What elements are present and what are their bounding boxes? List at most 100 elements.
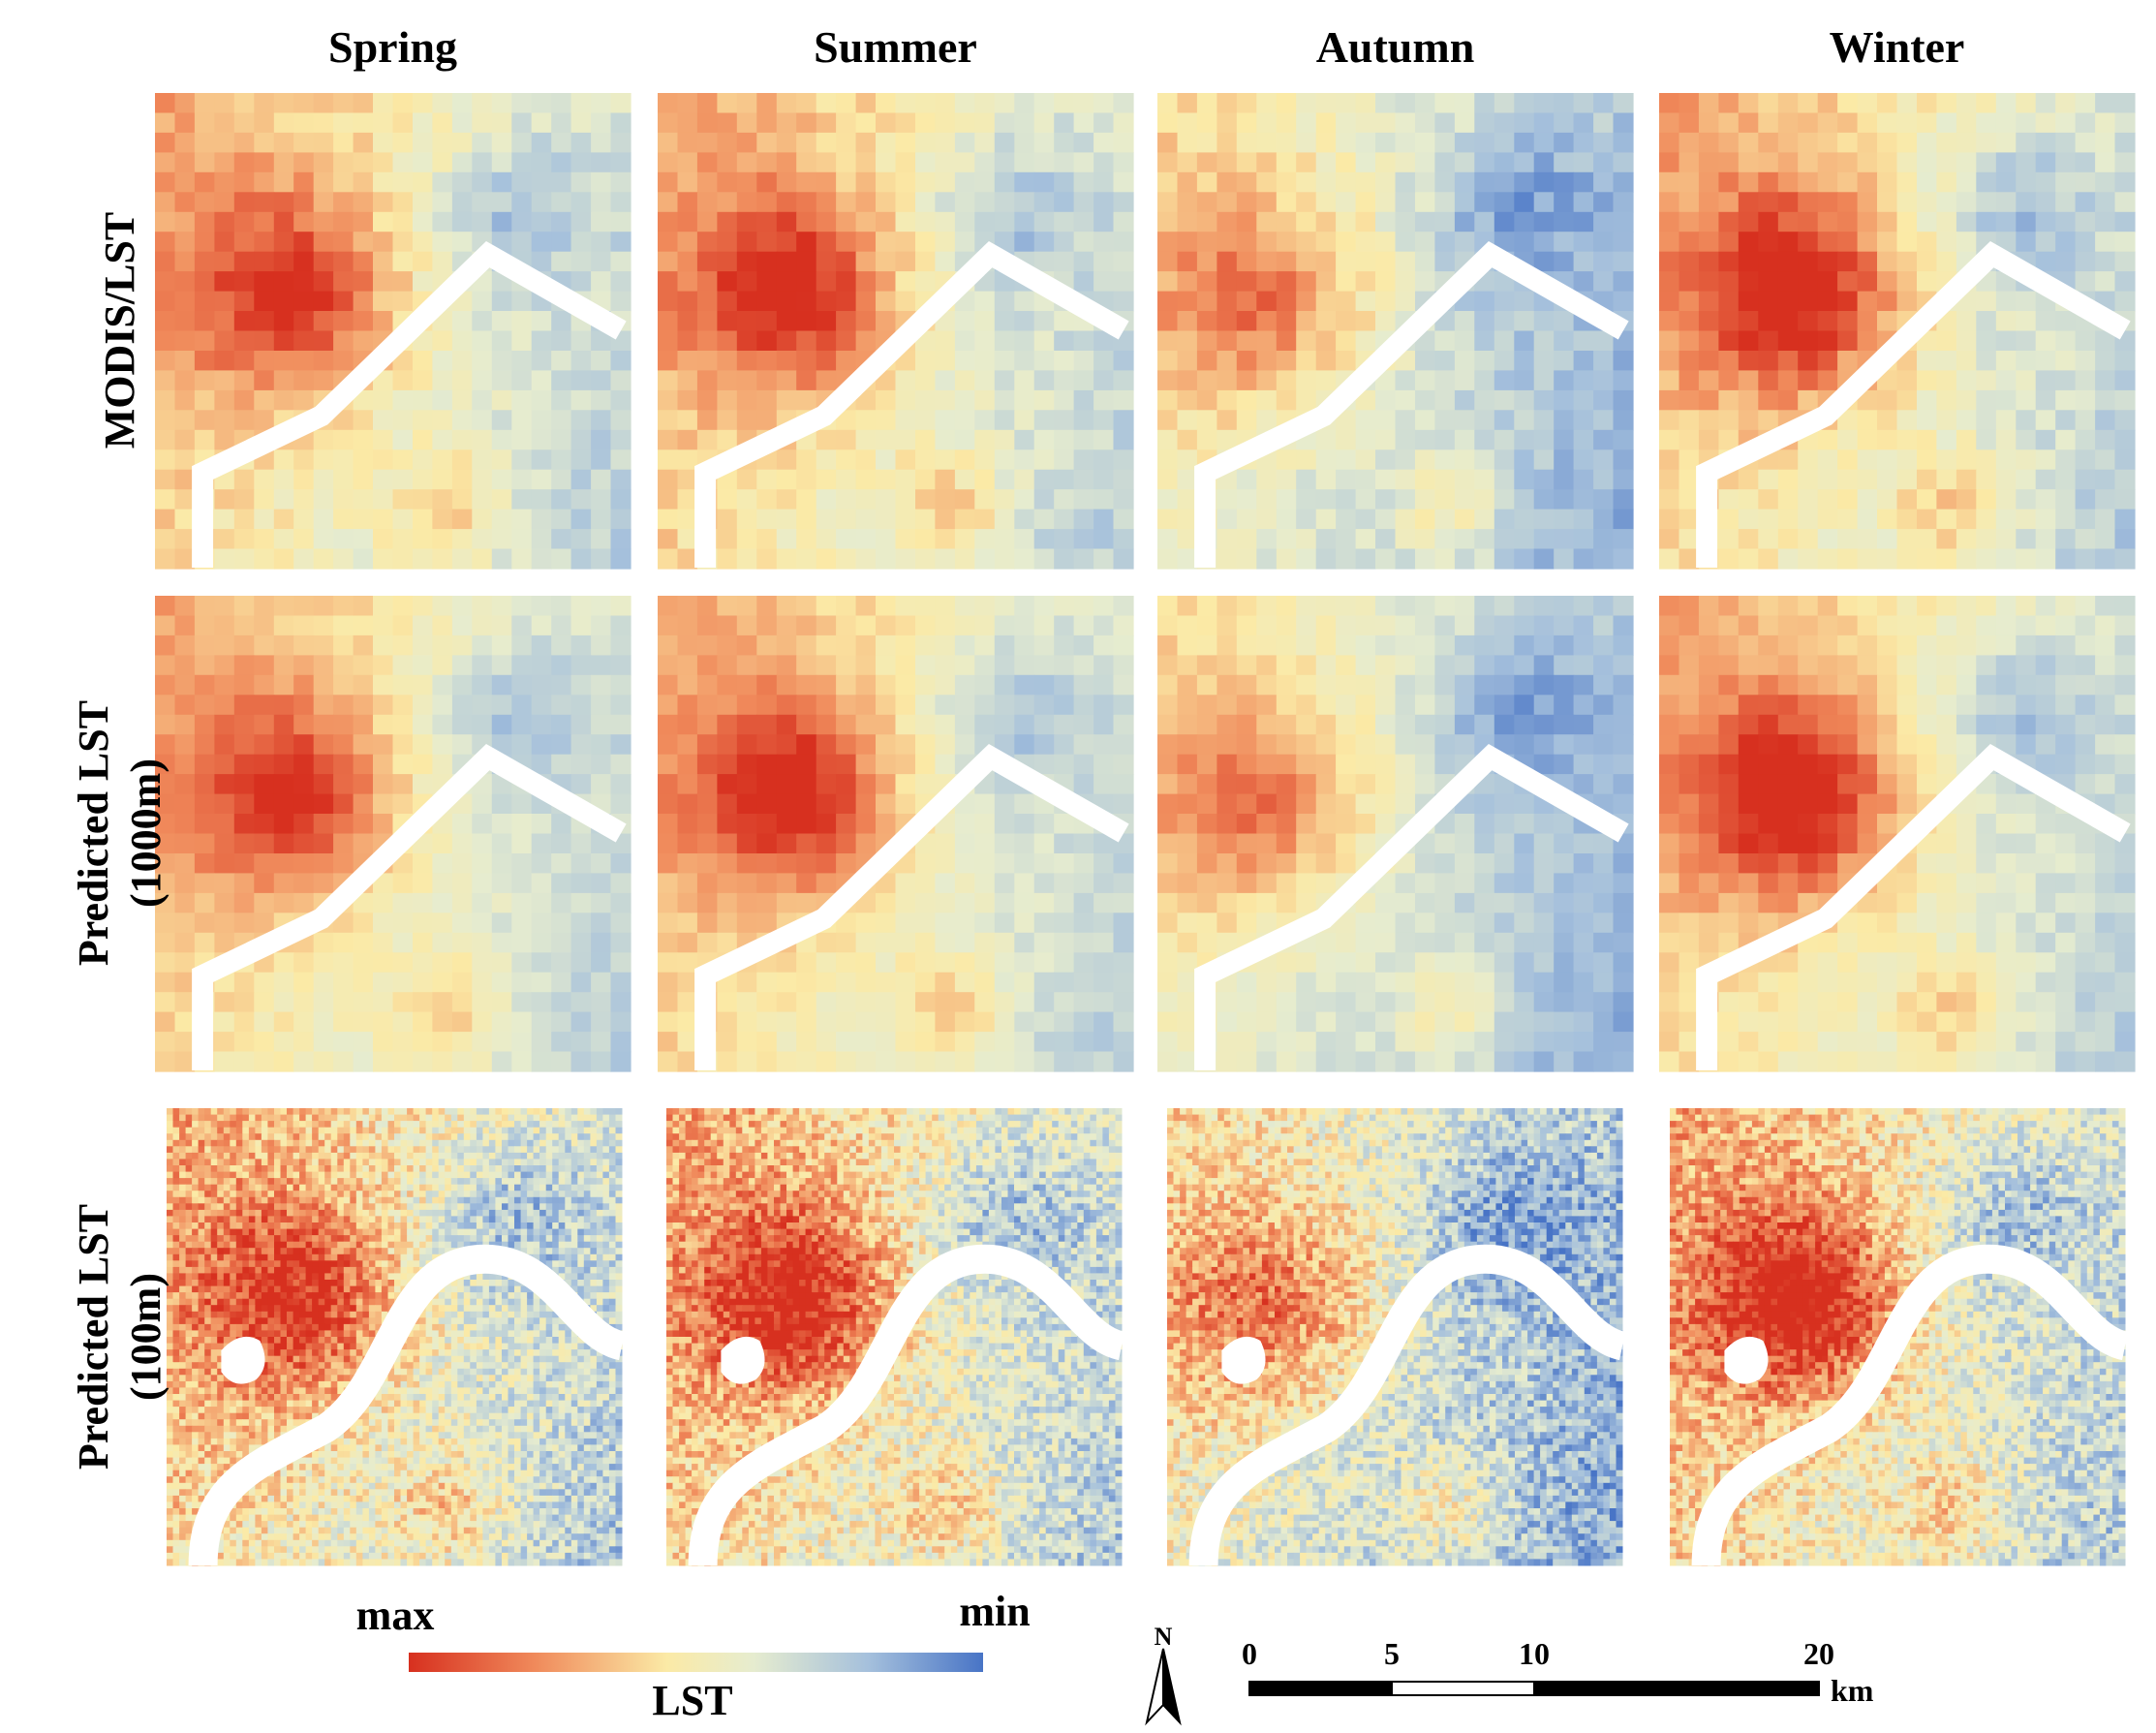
pixel — [658, 390, 678, 411]
pixel — [935, 192, 955, 212]
pixel — [1455, 390, 1475, 411]
pixel — [1455, 351, 1475, 371]
pixel — [551, 133, 571, 153]
pixel — [155, 133, 175, 153]
pixel — [856, 331, 877, 352]
pixel — [836, 430, 856, 450]
pixel — [1494, 390, 1515, 411]
pixel — [1074, 470, 1094, 490]
pixel — [974, 390, 995, 411]
pixel — [254, 252, 274, 272]
pixel — [393, 212, 414, 232]
pixel — [697, 113, 718, 134]
pixel — [1178, 292, 1198, 312]
pixel — [611, 271, 631, 292]
pixel — [591, 449, 611, 470]
pixel — [974, 510, 995, 530]
pixel — [293, 133, 314, 153]
pixel — [1014, 449, 1034, 470]
pixel — [413, 113, 433, 134]
pixel — [1514, 529, 1534, 549]
pixel — [915, 510, 936, 530]
pixel — [1316, 113, 1337, 134]
pixel — [1178, 232, 1198, 252]
pixel — [591, 152, 611, 172]
pixel — [1534, 212, 1555, 232]
pixel — [1014, 133, 1034, 153]
pixel — [1316, 351, 1337, 371]
pixel — [532, 311, 552, 331]
pixel — [658, 470, 678, 490]
pixel — [777, 549, 797, 570]
pixel — [876, 172, 896, 193]
pixel — [293, 113, 314, 134]
pixel — [1217, 232, 1237, 252]
pixel — [1396, 192, 1416, 212]
pixel — [915, 430, 936, 450]
pixel — [796, 311, 816, 331]
pixel — [1494, 351, 1515, 371]
pixel — [214, 529, 234, 549]
pixel — [413, 351, 433, 371]
pixel — [1014, 430, 1034, 450]
pixel — [591, 113, 611, 134]
pixel — [1197, 351, 1217, 371]
pixel — [1197, 133, 1217, 153]
pixel — [1474, 470, 1494, 490]
pixel — [1336, 192, 1356, 212]
pixel — [1593, 410, 1614, 430]
pixel — [856, 232, 877, 252]
pixel — [432, 133, 452, 153]
pixel — [836, 252, 856, 272]
pixel — [678, 410, 698, 430]
pixel — [155, 152, 175, 172]
pixel — [274, 212, 294, 232]
pixel — [432, 212, 452, 232]
pixel — [1574, 133, 1594, 153]
pixel — [737, 292, 757, 312]
pixel — [1356, 252, 1376, 272]
pixel — [974, 133, 995, 153]
pixel — [658, 271, 678, 292]
pixel — [1277, 113, 1297, 134]
pixel — [214, 232, 234, 252]
pixel — [1217, 331, 1237, 352]
pixel — [1277, 212, 1297, 232]
pixel — [1014, 390, 1034, 411]
pixel — [1054, 449, 1074, 470]
pixel — [551, 331, 571, 352]
pixel — [1474, 212, 1494, 232]
pixel — [856, 292, 877, 312]
pixel — [1336, 232, 1356, 252]
pixel — [532, 489, 552, 510]
pixel — [1074, 232, 1094, 252]
pixel — [1014, 510, 1034, 530]
pixel — [333, 331, 354, 352]
pixel — [1614, 510, 1634, 530]
pixel — [314, 449, 334, 470]
pixel — [1054, 93, 1074, 113]
pixel — [1054, 529, 1074, 549]
pixel — [492, 172, 512, 193]
pixel — [658, 292, 678, 312]
pixel — [1336, 449, 1356, 470]
pixel — [551, 113, 571, 134]
pixel — [1514, 470, 1534, 490]
pixel — [876, 113, 896, 134]
pixel — [1554, 172, 1574, 193]
pixel — [974, 470, 995, 490]
pixel — [1554, 430, 1574, 450]
pixel — [1375, 252, 1396, 272]
pixel — [658, 351, 678, 371]
pixel — [1034, 449, 1055, 470]
pixel — [1034, 331, 1055, 352]
pixel — [1434, 232, 1455, 252]
pixel — [274, 113, 294, 134]
pixel — [1554, 192, 1574, 212]
pixel — [876, 93, 896, 113]
pixel — [697, 93, 718, 113]
pixel — [876, 489, 896, 510]
pixel — [452, 152, 473, 172]
pixel — [1534, 311, 1555, 331]
pixel — [915, 370, 936, 390]
